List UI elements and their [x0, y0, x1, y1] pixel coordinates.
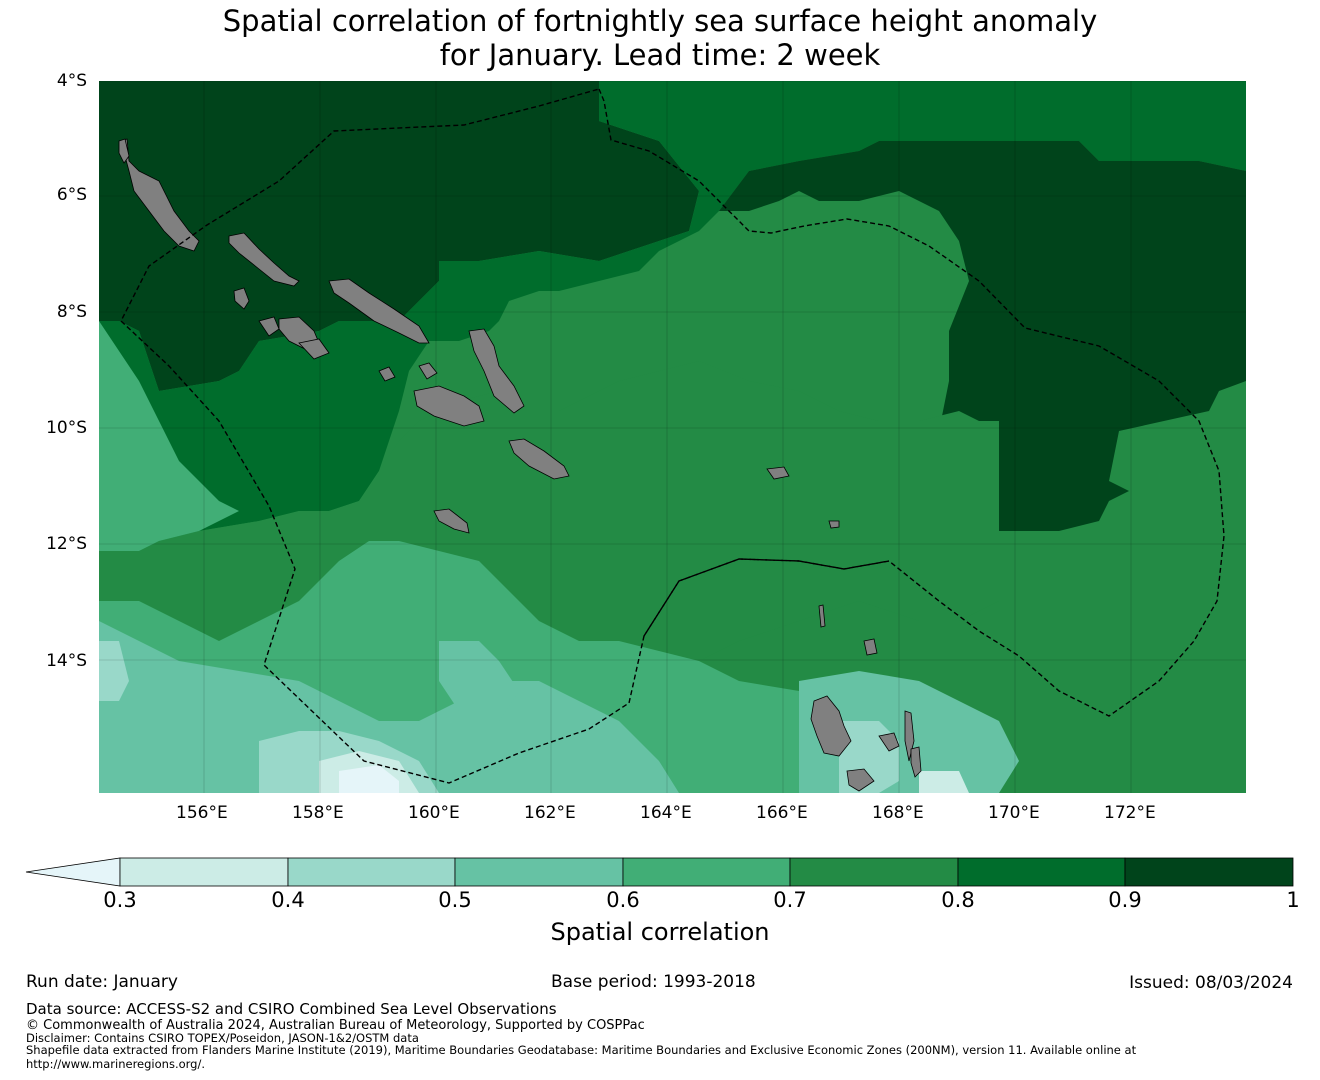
lat-label-8s: 8°S — [56, 302, 87, 322]
shapefile-credit: Shapefile data extracted from Flanders M… — [26, 1043, 1137, 1057]
lon-label-158e: 158°E — [292, 803, 344, 823]
correlation-map[interactable] — [99, 81, 1246, 793]
region-corr-0.5-0.6-b — [439, 641, 519, 721]
island-new-georgia-south — [258, 316, 280, 337]
colorbar-tick-1: 1 — [1286, 888, 1300, 912]
lon-label-168e: 168°E — [872, 803, 924, 823]
region-corr-0.3-0.4-b — [919, 771, 969, 793]
colorbar-tick-0.6: 0.6 — [606, 888, 640, 912]
region-corr-0.6-0.7-west — [99, 321, 239, 551]
colorbar-tick-0.9: 0.9 — [1108, 888, 1142, 912]
colorbar — [0, 850, 1320, 894]
island-florida — [378, 366, 396, 382]
island-ndeni — [766, 466, 790, 480]
island-rendova — [298, 338, 330, 360]
island-makira — [508, 438, 570, 480]
region-corr-0.8-0.9-belt — [99, 81, 1246, 551]
colorbar-under-arrow — [25, 857, 121, 887]
colorbar-label: Spatial correlation — [550, 918, 770, 946]
lon-label-172e: 172°E — [1104, 803, 1156, 823]
island-banks — [863, 638, 878, 656]
eez-solomon-islands — [120, 88, 1225, 784]
eez-vanuatu-north — [643, 558, 890, 637]
island-rennell — [433, 508, 470, 534]
base-period: Base period: 1993-2018 — [551, 972, 756, 992]
correlation-field — [99, 81, 1246, 793]
island-guadalcanal — [413, 385, 485, 427]
lon-label-164e: 164°E — [640, 803, 692, 823]
colorbar-bin-0.3-0.4 — [119, 857, 289, 887]
region-corr-0.9-1.0-north — [99, 81, 699, 391]
region-corr-0.5-0.6 — [99, 621, 679, 793]
colorbar-bin-0.9-1.0 — [1124, 857, 1294, 887]
lat-label-4s: 4°S — [56, 71, 87, 91]
lon-label-162e: 162°E — [524, 803, 576, 823]
issued-date: Issued: 08/03/2024 — [1129, 973, 1293, 993]
eez-boundaries — [120, 88, 1225, 784]
region-corr-0.9-1.0-east — [719, 141, 1246, 531]
lat-label-14s: 14°S — [46, 651, 87, 671]
graticule — [99, 81, 1246, 793]
lat-label-10s: 10°S — [46, 418, 87, 438]
island-vella — [233, 287, 250, 310]
copyright: © Commonwealth of Australia 2024, Austra… — [26, 1018, 645, 1033]
island-torres — [818, 604, 826, 628]
colorbar-tick-0.8: 0.8 — [941, 888, 975, 912]
lat-label-6s: 6°S — [56, 185, 87, 205]
chart-title-line-2: for January. Lead time: 2 week — [439, 38, 881, 72]
disclaimer: Disclaimer: Contains CSIRO TOPEX/Poseido… — [26, 1031, 419, 1045]
lat-label-12s: 12°S — [46, 534, 87, 554]
lon-label-170e: 170°E — [988, 803, 1040, 823]
island-ambrym — [910, 746, 922, 778]
island-bougainville-north — [118, 138, 130, 164]
island-espiritu-santo — [810, 695, 852, 757]
island-malekula — [878, 732, 900, 752]
region-corr-0.4-0.5-c — [99, 641, 129, 701]
island-vanikoro — [828, 520, 840, 529]
colorbar-bin-0.4-0.5 — [287, 857, 456, 887]
island-russell — [418, 362, 438, 380]
colorbar-bin-0.8-0.9 — [957, 857, 1126, 887]
colorbar-tick-0.5: 0.5 — [438, 888, 472, 912]
run-date: Run date: January — [26, 972, 178, 992]
lon-label-156e: 156°E — [176, 803, 228, 823]
island-bougainville — [120, 138, 200, 252]
lon-label-166e: 166°E — [756, 803, 808, 823]
chart-title-line-1: Spatial correlation of fortnightly sea s… — [222, 4, 1098, 38]
colorbar-tick-0.4: 0.4 — [271, 888, 305, 912]
region-corr-below-0.3 — [339, 765, 399, 793]
marineregions-link[interactable]: http://www.marineregions.org/. — [26, 1057, 205, 1071]
island-choiseul — [228, 232, 300, 287]
colorbar-bin-0.7-0.8 — [789, 857, 959, 887]
colorbar-bin-0.6-0.7 — [622, 857, 791, 887]
island-malaita — [468, 328, 525, 414]
island-ambae — [846, 768, 875, 792]
colorbar-tick-0.7: 0.7 — [773, 888, 807, 912]
lon-label-160e: 160°E — [408, 803, 460, 823]
land-masses — [118, 138, 922, 792]
island-santa-isabel — [328, 278, 430, 344]
colorbar-tick-0.3: 0.3 — [103, 888, 137, 912]
colorbar-bin-0.5-0.6 — [454, 857, 624, 887]
data-source: Data source: ACCESS-S2 and CSIRO Combine… — [26, 1000, 557, 1018]
